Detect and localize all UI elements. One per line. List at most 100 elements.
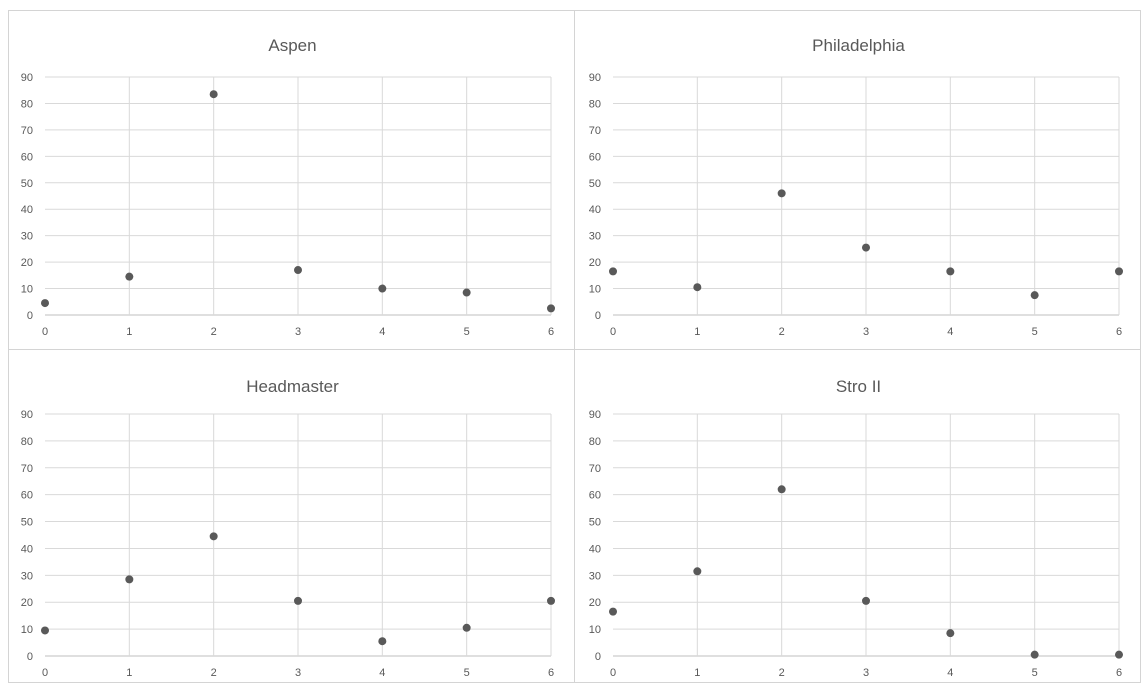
y-tick-label: 50: [21, 517, 33, 529]
y-tick-label: 30: [589, 570, 601, 582]
y-tick-label: 20: [21, 257, 33, 269]
y-tick-label: 80: [21, 98, 33, 110]
chart-title: Headmaster: [246, 377, 339, 396]
data-point: [609, 267, 617, 276]
chart-panel-philadelphia: Philadelphia 0 10 20 30 40 50 60 70 80 90 0 1 2 3 4 5 6: [574, 10, 1141, 350]
y-tick-label: 0: [27, 651, 33, 663]
y-tick-label: 20: [21, 597, 33, 609]
y-tick-label: 50: [589, 178, 601, 190]
y-tick-label: 80: [589, 98, 601, 110]
y-tick-label: 0: [27, 310, 33, 322]
y-tick-label: 20: [589, 257, 601, 269]
x-tick-label: 2: [779, 326, 785, 338]
chart-panel-headmaster: Headmaster 0 10 20 30 40 50 60 70 80 90 0 1 2 3 4 5 6: [8, 349, 575, 683]
y-tick-label: 80: [21, 436, 33, 448]
y-tick-label: 50: [21, 178, 33, 190]
data-point: [946, 267, 955, 276]
data-point: [1030, 291, 1039, 300]
x-tick-label: 0: [42, 326, 48, 338]
data-point: [209, 90, 218, 99]
data-point: [547, 304, 555, 313]
x-tick-label: 5: [464, 326, 470, 338]
data-point: [209, 532, 218, 541]
y-tick-label: 60: [21, 151, 33, 163]
x-tick-label: 0: [610, 326, 616, 338]
x-tick-label: 5: [1032, 326, 1038, 338]
data-point: [125, 272, 134, 281]
x-tick-label: 3: [295, 326, 301, 338]
y-tick-label: 30: [21, 231, 33, 243]
data-point: [862, 596, 870, 605]
x-tick-label: 4: [947, 667, 953, 679]
x-tick-label: 3: [295, 667, 301, 679]
data-point: [378, 637, 387, 646]
x-tick-label: 5: [464, 667, 470, 679]
x-tick-label: 6: [1116, 326, 1122, 338]
y-tick-label: 90: [589, 409, 601, 421]
data-point: [777, 189, 786, 198]
x-tick-label: 4: [379, 326, 385, 338]
y-tick-label: 70: [589, 463, 601, 475]
x-tick-label: 6: [1116, 667, 1122, 679]
x-tick-label: 1: [694, 667, 700, 679]
y-tick-label: 80: [589, 436, 601, 448]
y-tick-label: 40: [21, 543, 33, 555]
y-tick-label: 0: [595, 651, 601, 663]
x-tick-label: 5: [1032, 667, 1038, 679]
y-tick-label: 60: [589, 490, 601, 502]
x-tick-label: 6: [548, 667, 554, 679]
x-tick-label: 1: [694, 326, 700, 338]
chart-panel-aspen: Aspen 0 10 20 30 40 50 60 70 80 90 0 1 2 3 4 5 6: [8, 10, 575, 350]
y-tick-label: 90: [21, 409, 33, 421]
y-tick-label: 60: [21, 490, 33, 502]
y-tick-label: 70: [21, 463, 33, 475]
x-tick-label: 2: [779, 667, 785, 679]
data-point: [462, 288, 471, 297]
data-point: [462, 623, 471, 632]
chart-title: Stro II: [836, 377, 881, 396]
data-point: [294, 266, 302, 275]
y-tick-label: 50: [589, 517, 601, 529]
x-tick-label: 0: [610, 667, 616, 679]
data-point: [294, 596, 302, 605]
data-point: [862, 243, 870, 252]
y-tick-label: 40: [21, 204, 33, 216]
x-tick-label: 0: [42, 667, 48, 679]
chart-grid: Aspen 0 10 20 30 40 50 60 70 80 90 0 1 2 3 4 5 6 Philadel…: [8, 10, 1141, 683]
y-tick-label: 10: [589, 624, 601, 636]
data-point: [946, 629, 955, 638]
y-tick-label: 90: [589, 72, 601, 84]
scatter-plot-headmaster: Headmaster 0 10 20 30 40 50 60 70 80 90 0 1 2 3 4 5 6: [21, 377, 555, 679]
x-tick-label: 1: [126, 667, 132, 679]
y-tick-label: 10: [21, 284, 33, 296]
data-point: [1115, 650, 1123, 659]
chart-title: Philadelphia: [812, 36, 905, 55]
scatter-plot-aspen: Aspen 0 10 20 30 40 50 60 70 80 90 0 1 2 3 4 5 6: [21, 36, 555, 338]
x-tick-label: 3: [863, 667, 869, 679]
data-point: [41, 299, 49, 308]
data-point: [777, 485, 786, 494]
data-point: [693, 567, 702, 576]
y-tick-label: 30: [21, 570, 33, 582]
x-tick-label: 1: [126, 326, 132, 338]
data-point: [125, 575, 134, 584]
x-tick-label: 2: [211, 326, 217, 338]
y-tick-label: 70: [21, 125, 33, 137]
data-point: [1115, 267, 1123, 276]
data-point: [547, 596, 555, 605]
x-tick-label: 4: [379, 667, 385, 679]
data-point: [1030, 650, 1039, 659]
y-tick-label: 70: [589, 125, 601, 137]
y-tick-label: 20: [589, 597, 601, 609]
y-tick-label: 40: [589, 204, 601, 216]
y-tick-label: 0: [595, 310, 601, 322]
x-tick-label: 3: [863, 326, 869, 338]
data-point: [378, 284, 387, 293]
scatter-plot-stro-ii: Stro II 0 10 20 30 40 50 60 70 80 90 0 1 2 3 4 5 6: [589, 377, 1123, 679]
chart-title: Aspen: [268, 36, 316, 55]
chart-panel-stro-ii: Stro II 0 10 20 30 40 50 60 70 80 90 0 1 2 3 4 5 6: [574, 349, 1141, 683]
data-point: [693, 283, 702, 292]
data-point: [609, 607, 617, 616]
y-tick-label: 60: [589, 151, 601, 163]
x-tick-label: 2: [211, 667, 217, 679]
